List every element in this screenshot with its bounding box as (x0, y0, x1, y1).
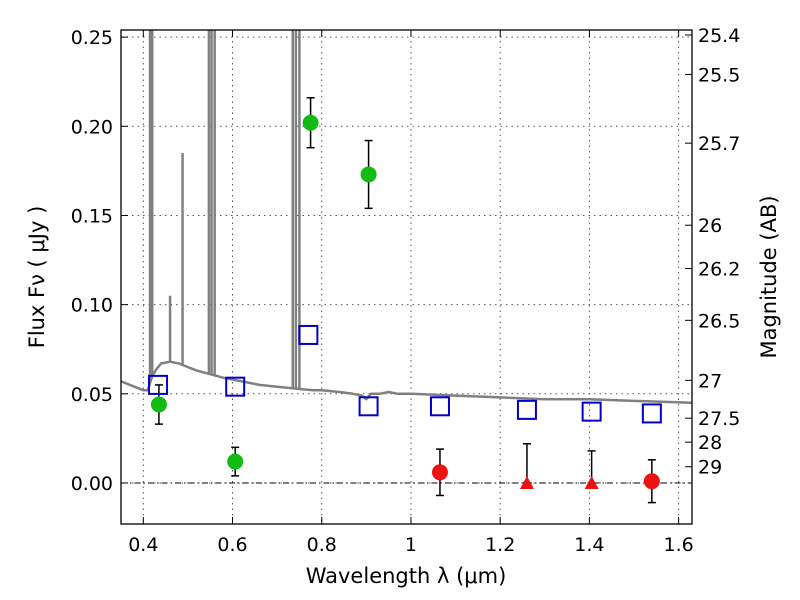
y2-tick-label: 28 (698, 432, 722, 454)
y-tick-label: 0.15 (71, 205, 113, 227)
model-flux-square (429, 396, 450, 417)
detection-point (302, 114, 319, 131)
y2-tick-label: 25.7 (698, 133, 740, 155)
model-flux-square (641, 403, 662, 424)
plot-frame (120, 29, 693, 525)
y2-tick-label: 26 (698, 215, 722, 237)
x-tick-label: 1.2 (485, 534, 515, 556)
sed-continuum (121, 360, 692, 404)
y2-axis-label: Magnitude (AB) (757, 195, 781, 358)
model-flux-square (516, 399, 537, 420)
y2-tick-label: 27.5 (698, 408, 740, 430)
grid-lines (121, 30, 692, 524)
x-tick-label: 0.6 (217, 534, 247, 556)
x-tick-label: 1.6 (664, 534, 694, 556)
low-significance-point (643, 473, 660, 490)
x-tick-label: 0.8 (307, 534, 337, 556)
y2-tick-label: 25.5 (698, 64, 740, 86)
detection-point (227, 453, 244, 470)
y2-tick-label: 26.5 (698, 310, 740, 332)
y-tick-label: 0.25 (71, 27, 113, 49)
detection-point (360, 166, 377, 183)
x-tick-label: 1 (405, 534, 417, 556)
x-axis-label: Wavelength λ (μm) (306, 564, 507, 588)
axes: 0.4 0.6 0.8 1 1.2 1.4 1.6 0.00 0.05 0.10 0.15 0.20 0… (71, 25, 741, 556)
y-tick-label: 0.20 (71, 116, 113, 138)
model-flux-square (225, 376, 246, 397)
upper-limit-triangle (519, 475, 534, 489)
upper-limit-triangle (584, 475, 599, 489)
y2-tick-label: 25.4 (698, 25, 740, 47)
y2-tick-label: 29 (698, 457, 722, 479)
x-tick-label: 1.4 (574, 534, 604, 556)
model-flux-square (358, 396, 379, 417)
y2-tick-label: 27 (698, 370, 722, 392)
data-markers (148, 97, 662, 504)
model-flux-square (581, 401, 602, 422)
y-axis-label: Flux Fν ( μJy ) (25, 206, 49, 349)
y-tick-label: 0.00 (71, 473, 113, 495)
low-significance-point (431, 464, 448, 481)
model-flux-square (148, 374, 169, 395)
sed-model-curve (121, 30, 692, 404)
detection-point (150, 396, 167, 413)
y-tick-label: 0.10 (71, 295, 113, 317)
y2-tick-label: 26.2 (698, 259, 740, 281)
x-tick-label: 0.4 (128, 534, 158, 556)
model-flux-square (298, 324, 319, 345)
y-tick-label: 0.05 (71, 384, 113, 406)
